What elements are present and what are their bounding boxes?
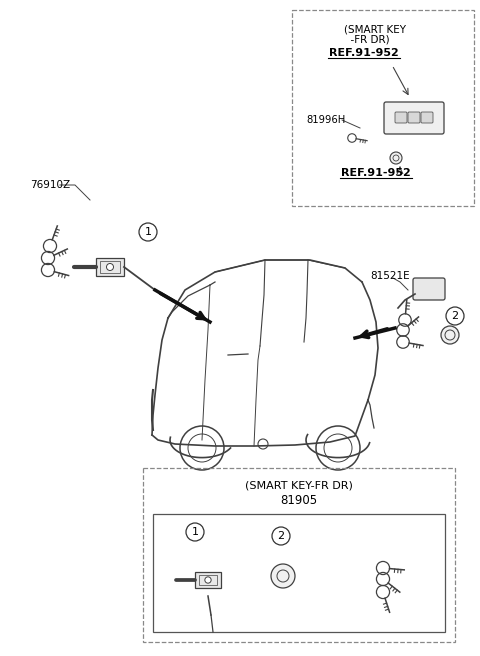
Bar bbox=[292, 10, 474, 206]
Polygon shape bbox=[96, 258, 124, 276]
Circle shape bbox=[390, 152, 402, 164]
Text: 76910Z: 76910Z bbox=[30, 180, 70, 190]
Text: 2: 2 bbox=[451, 311, 458, 321]
Circle shape bbox=[139, 223, 157, 241]
Circle shape bbox=[272, 527, 290, 545]
Circle shape bbox=[271, 564, 295, 588]
Text: 81905: 81905 bbox=[280, 494, 318, 507]
Text: 2: 2 bbox=[277, 531, 285, 541]
Circle shape bbox=[205, 577, 211, 583]
Text: 1: 1 bbox=[144, 227, 152, 237]
Text: 81521E: 81521E bbox=[370, 271, 409, 281]
Circle shape bbox=[441, 326, 459, 344]
Bar bbox=[153, 514, 445, 632]
FancyBboxPatch shape bbox=[384, 102, 444, 134]
Text: (SMART KEY-FR DR): (SMART KEY-FR DR) bbox=[245, 481, 353, 491]
Text: -FR DR): -FR DR) bbox=[344, 35, 390, 45]
FancyBboxPatch shape bbox=[395, 112, 407, 123]
Text: 1: 1 bbox=[192, 527, 199, 537]
Circle shape bbox=[446, 307, 464, 325]
Polygon shape bbox=[195, 572, 221, 588]
Text: REF.91-952: REF.91-952 bbox=[341, 168, 411, 178]
Circle shape bbox=[107, 264, 113, 270]
Text: 81996H: 81996H bbox=[306, 115, 345, 125]
Text: REF.91-952: REF.91-952 bbox=[329, 48, 399, 58]
Circle shape bbox=[186, 523, 204, 541]
Bar bbox=[143, 468, 455, 642]
Text: (SMART KEY: (SMART KEY bbox=[344, 24, 406, 34]
FancyBboxPatch shape bbox=[421, 112, 433, 123]
FancyBboxPatch shape bbox=[408, 112, 420, 123]
FancyBboxPatch shape bbox=[413, 278, 445, 300]
